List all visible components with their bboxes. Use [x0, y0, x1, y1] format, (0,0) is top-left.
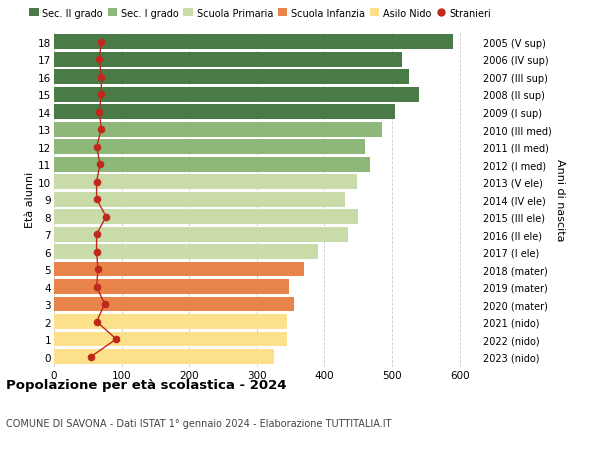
Text: Popolazione per età scolastica - 2024: Popolazione per età scolastica - 2024: [6, 379, 287, 392]
Bar: [54, 210, 358, 224]
Bar: [54, 332, 287, 347]
Bar: [54, 245, 318, 259]
Bar: [54, 53, 402, 67]
Bar: [54, 140, 365, 155]
Y-axis label: Età alunni: Età alunni: [25, 172, 35, 228]
Bar: [54, 297, 294, 312]
Bar: [54, 262, 304, 277]
Bar: [54, 314, 287, 329]
Bar: [54, 349, 274, 364]
Bar: [54, 175, 357, 190]
Bar: [54, 70, 409, 85]
Text: COMUNE DI SAVONA - Dati ISTAT 1° gennaio 2024 - Elaborazione TUTTITALIA.IT: COMUNE DI SAVONA - Dati ISTAT 1° gennaio…: [6, 418, 392, 428]
Bar: [54, 123, 382, 137]
Legend: Sec. II grado, Sec. I grado, Scuola Primaria, Scuola Infanzia, Asilo Nido, Stran: Sec. II grado, Sec. I grado, Scuola Prim…: [29, 9, 491, 18]
Bar: [54, 227, 348, 242]
Bar: [54, 105, 395, 120]
Bar: [54, 280, 289, 294]
Bar: [54, 35, 453, 50]
Bar: [54, 192, 345, 207]
Bar: [54, 88, 419, 102]
Y-axis label: Anni di nascita: Anni di nascita: [556, 158, 565, 241]
Bar: [54, 157, 370, 172]
